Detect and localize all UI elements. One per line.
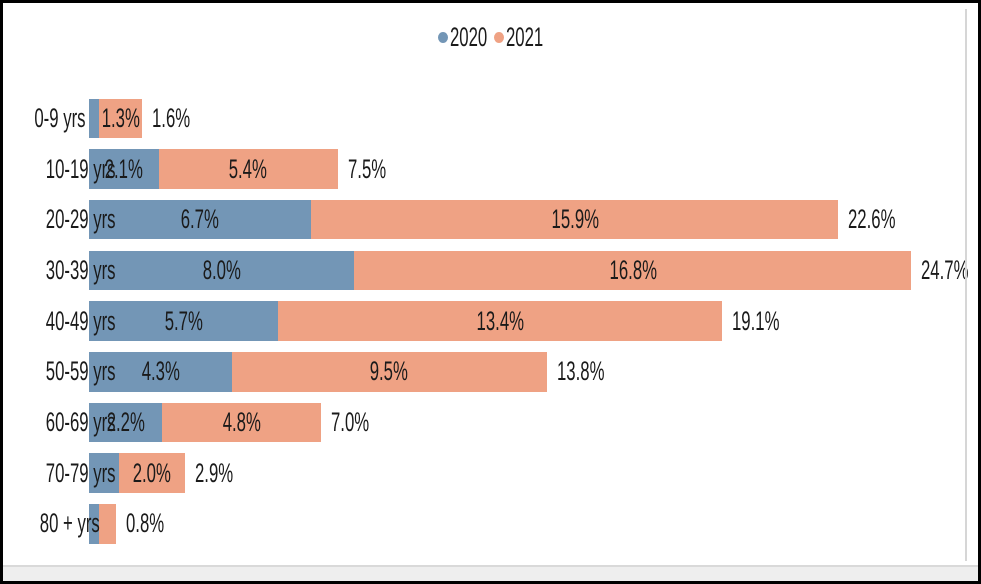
bar-segment-2021: 4.8% bbox=[161, 402, 322, 443]
bar-segment-2020: 6.7% bbox=[89, 199, 312, 240]
category-label: 80 + yrs bbox=[39, 508, 100, 539]
category-label: 70-79 yrs bbox=[45, 457, 116, 488]
segment-value-label: 2.2% bbox=[106, 406, 145, 437]
chart-row: 70-79 yrs 2.0% 2.9% bbox=[3, 448, 978, 499]
bar-segment-2020: 4.3% bbox=[89, 352, 232, 392]
segment-value-label: 15.9% bbox=[551, 204, 599, 235]
chart-legend: 2020 2021 bbox=[3, 22, 978, 53]
bar-track: 6.7% 15.9% 22.6% bbox=[89, 199, 925, 240]
segment-value-label: 8.0% bbox=[202, 254, 241, 285]
chart-row: 30-39 yrs 8.0% 16.8% 24.7% bbox=[3, 245, 978, 296]
legend-label-2020: 2020 bbox=[450, 22, 488, 52]
total-value-label: 24.7% bbox=[921, 254, 969, 285]
total-value-label: 7.5% bbox=[347, 153, 386, 184]
legend-dot-2021-icon bbox=[493, 32, 504, 44]
bar-segment-2020 bbox=[89, 98, 99, 139]
category-label: 40-49 yrs bbox=[45, 305, 116, 336]
bar-segment-2020 bbox=[89, 453, 119, 493]
total-value-label: 0.8% bbox=[125, 508, 164, 539]
legend-item-2021: 2021 bbox=[493, 22, 543, 53]
chart-row: 60-69 yrs 2.2% 4.8% 7.0% bbox=[3, 397, 978, 448]
segment-value-label: 6.7% bbox=[181, 204, 220, 235]
total-value-label: 7.0% bbox=[331, 406, 370, 437]
bar-segment-2021: 9.5% bbox=[231, 352, 547, 392]
total-value-label: 1.6% bbox=[152, 102, 191, 133]
chart-row: 40-49 yrs 5.7% 13.4% 19.1% bbox=[3, 296, 978, 347]
bar-track: 2.1% 5.4% 7.5% bbox=[89, 149, 409, 189]
bar-track: 0.8% bbox=[89, 504, 187, 544]
bar-segment-2021: 15.9% bbox=[311, 199, 839, 240]
category-label: 20-29 yrs bbox=[45, 204, 116, 235]
bar-track: 4.3% 9.5% 13.8% bbox=[89, 352, 633, 392]
bar-track: 2.0% 2.9% bbox=[89, 453, 257, 493]
segment-value-label: 16.8% bbox=[609, 254, 657, 285]
chart-row: 20-29 yrs 6.7% 15.9% 22.6% bbox=[3, 194, 978, 245]
bar-track: 1.3% 1.6% bbox=[89, 98, 214, 139]
total-value-label: 13.8% bbox=[556, 356, 605, 387]
total-value-label: 2.9% bbox=[195, 457, 234, 488]
category-label: 0-9 yrs bbox=[34, 102, 86, 133]
bar-segment-2021: 1.3% bbox=[98, 98, 143, 139]
bottom-strip bbox=[3, 565, 978, 581]
segment-value-label: 5.4% bbox=[229, 153, 268, 184]
total-value-label: 19.1% bbox=[732, 305, 780, 336]
bar-segment-2020 bbox=[89, 504, 99, 544]
segment-value-label: 2.1% bbox=[104, 153, 143, 184]
bar-track: 8.0% 16.8% 24.7% bbox=[89, 250, 978, 291]
bar-segment-2020: 2.1% bbox=[89, 149, 159, 189]
bar-segment-2021 bbox=[98, 504, 116, 544]
bar-track: 5.7% 13.4% 19.1% bbox=[89, 301, 809, 341]
bar-track: 2.2% 4.8% 7.0% bbox=[89, 402, 393, 443]
chart-row: 80 + yrs 0.8% bbox=[3, 499, 978, 550]
chart-row: 50-59 yrs 4.3% 9.5% 13.8% bbox=[3, 346, 978, 397]
bar-segment-2021: 16.8% bbox=[354, 250, 912, 291]
total-value-label: 22.6% bbox=[848, 204, 896, 235]
bar-segment-2020: 5.7% bbox=[89, 301, 278, 341]
bar-segment-2020: 8.0% bbox=[89, 250, 355, 291]
segment-value-label: 1.3% bbox=[101, 102, 140, 133]
legend-dot-2020-icon bbox=[438, 32, 449, 44]
category-label: 50-59 yrs bbox=[45, 356, 116, 387]
segment-value-label: 9.5% bbox=[370, 356, 409, 387]
chart-row: 10-19 yrs 2.1% 5.4% 7.5% bbox=[3, 144, 978, 195]
chart-rows: 0-9 yrs 1.3% 1.6% 10-19 yrs 2.1% 5.4% 7.5% 20-2… bbox=[3, 93, 978, 549]
category-label: 60-69 yrs bbox=[45, 406, 116, 437]
segment-value-label: 4.3% bbox=[141, 356, 180, 387]
bar-segment-2021: 5.4% bbox=[158, 149, 338, 189]
segment-value-label: 5.7% bbox=[164, 305, 203, 336]
bar-segment-2020: 2.2% bbox=[89, 402, 162, 443]
bar-segment-2021: 2.0% bbox=[118, 453, 186, 493]
segment-value-label: 13.4% bbox=[476, 305, 524, 336]
legend-label-2021: 2021 bbox=[505, 22, 543, 52]
category-label: 10-19 yrs bbox=[45, 153, 116, 184]
segment-value-label: 2.0% bbox=[132, 457, 172, 488]
category-label: 30-39 yrs bbox=[45, 254, 116, 285]
segment-value-label: 4.8% bbox=[222, 406, 261, 437]
bar-segment-2021: 13.4% bbox=[278, 301, 723, 341]
page-edge-line bbox=[965, 9, 967, 561]
legend-item-2020: 2020 bbox=[438, 22, 488, 53]
chart-row: 0-9 yrs 1.3% 1.6% bbox=[3, 93, 978, 144]
